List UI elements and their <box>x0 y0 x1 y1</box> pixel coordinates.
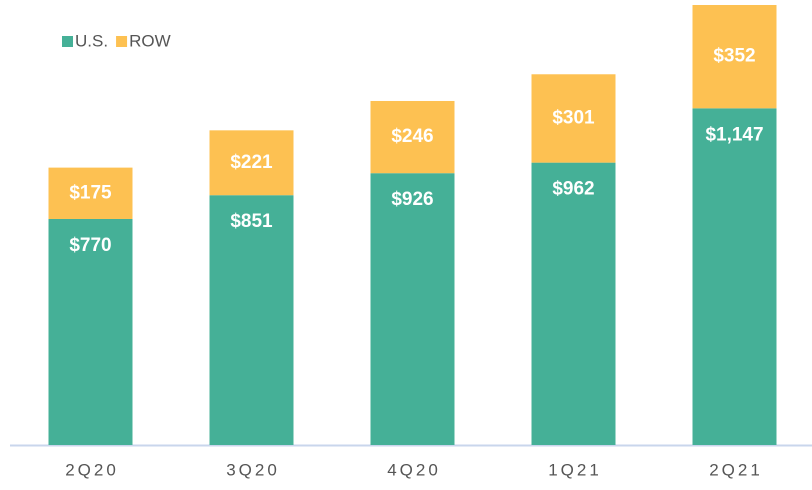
legend-swatch <box>62 36 73 47</box>
bar-segment <box>370 100 455 174</box>
bar-segment <box>370 173 455 445</box>
bar-segment <box>692 5 777 109</box>
data-label: $352 <box>713 46 755 67</box>
bar-segment <box>48 218 133 445</box>
bar-segment <box>209 130 294 196</box>
x-tick-label: 2Q21 <box>709 460 763 479</box>
legend-swatch <box>116 36 128 47</box>
x-tick-label: 2Q20 <box>65 460 119 479</box>
data-label: $926 <box>391 189 433 210</box>
data-label: $770 <box>69 235 111 256</box>
data-label: $962 <box>552 179 594 200</box>
x-tick-label: 4Q20 <box>387 460 441 479</box>
bar-segment <box>692 108 777 446</box>
legend-label: ROW <box>129 31 171 50</box>
bar-segment <box>209 195 294 445</box>
data-label: $175 <box>69 182 112 203</box>
bar-segment <box>48 167 133 219</box>
x-tick-label: 3Q20 <box>226 460 280 479</box>
data-label: $1,147 <box>705 124 763 145</box>
data-label: $851 <box>230 211 273 232</box>
bar-segment <box>531 74 616 163</box>
bar-segment <box>531 162 616 446</box>
x-tick-label: 1Q21 <box>548 460 602 479</box>
data-label: $301 <box>552 107 595 128</box>
data-label: $246 <box>391 126 433 147</box>
legend-label: U.S. <box>75 31 108 50</box>
data-label: $221 <box>230 152 273 173</box>
